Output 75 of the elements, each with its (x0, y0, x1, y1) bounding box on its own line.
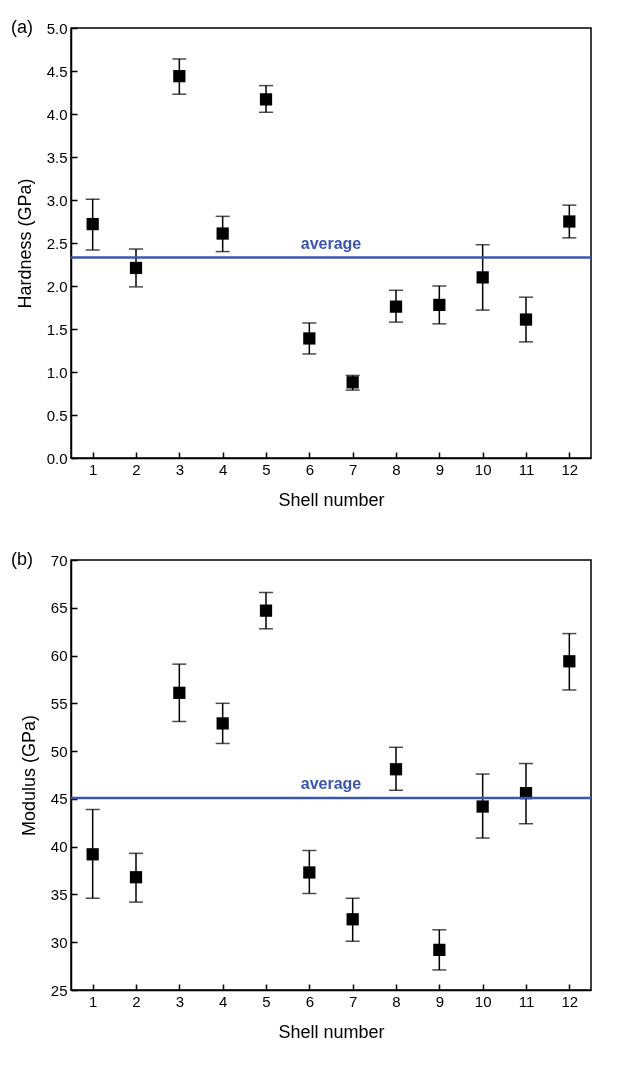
point (303, 866, 316, 879)
y-axis-title: Hardness (GPa) (14, 178, 35, 309)
x-tick-label: 12 (561, 460, 579, 478)
y-tick-label: 25 (50, 981, 68, 999)
point (259, 604, 273, 617)
x-tick-label: 4 (218, 460, 228, 478)
x-tick-label: 6 (305, 992, 315, 1010)
x-tick-label: 4 (218, 992, 228, 1010)
text: (a) (11, 17, 33, 37)
x-tick-label: 3 (175, 460, 185, 478)
x-tick-label: 9 (435, 460, 445, 478)
point (259, 93, 273, 106)
y-tick-label: 4.0 (46, 105, 68, 123)
x-tick-label: 7 (348, 992, 358, 1010)
point (389, 300, 403, 313)
y-tick-label: 4.5 (46, 62, 68, 80)
point (433, 298, 446, 312)
x-tick-label: 5 (262, 460, 271, 478)
point (173, 70, 186, 83)
point (129, 261, 143, 275)
y-tick-label: 5.0 (46, 19, 68, 37)
y-tick-label: 3.5 (46, 148, 68, 166)
point (86, 848, 99, 861)
x-tick-label: 5 (262, 992, 271, 1010)
x-tick-label: 2 (132, 460, 141, 478)
y-tick-label: 0.5 (46, 406, 68, 424)
x-tick-label: 10 (474, 460, 492, 478)
x-tick-label: 9 (435, 992, 445, 1010)
point (173, 686, 186, 699)
x-tick-label: 12 (561, 992, 579, 1010)
x-tick-label: 10 (474, 992, 492, 1010)
y-tick-label: 40 (50, 838, 68, 856)
y-tick-label: 1.5 (46, 320, 68, 338)
point (129, 871, 143, 884)
x-tick-label: 11 (518, 992, 535, 1010)
text: (b) (11, 549, 33, 569)
y-tick-label: 2.0 (46, 277, 68, 295)
y-tick-label: 1.0 (46, 363, 68, 381)
y-tick-label: 30 (50, 933, 68, 951)
y-tick-label: 35 (50, 885, 68, 903)
point (216, 717, 229, 730)
x-tick-label: 1 (88, 992, 98, 1010)
x-tick-label: 2 (132, 992, 141, 1010)
y-tick-label: 0.0 (46, 449, 68, 467)
point (476, 271, 489, 284)
y-axis-title: Modulus (GPa) (18, 714, 39, 837)
y-tick-label: 2.5 (46, 234, 68, 252)
x-tick-label: 8 (392, 460, 401, 478)
x-tick-label: 6 (305, 460, 315, 478)
x-tick-label: 7 (348, 460, 358, 478)
point (563, 215, 576, 228)
y-tick-label: 3.0 (46, 191, 68, 209)
point (216, 227, 229, 240)
ref-line-label: average (300, 234, 362, 252)
point (519, 313, 533, 326)
y-tick-label: 70 (50, 551, 68, 569)
y-tick-label: 45 (50, 790, 68, 808)
y-tick-label: 60 (50, 647, 68, 665)
point (86, 217, 99, 231)
ref-line-label: average (300, 774, 362, 792)
point (433, 943, 446, 956)
x-tick-label: 11 (518, 460, 535, 478)
point (476, 800, 489, 813)
x-tick-label: 3 (175, 992, 185, 1010)
x-tick-label: 8 (392, 992, 401, 1010)
point (389, 763, 403, 776)
y-tick-label: 55 (50, 694, 68, 712)
point (303, 332, 316, 345)
x-axis-title: Shell number (278, 1021, 385, 1042)
y-tick-label: 65 (50, 599, 68, 617)
x-axis-title: Shell number (278, 489, 385, 510)
point (563, 655, 576, 668)
x-tick-label: 1 (88, 460, 98, 478)
point (346, 913, 359, 926)
y-tick-label: 50 (50, 742, 68, 760)
